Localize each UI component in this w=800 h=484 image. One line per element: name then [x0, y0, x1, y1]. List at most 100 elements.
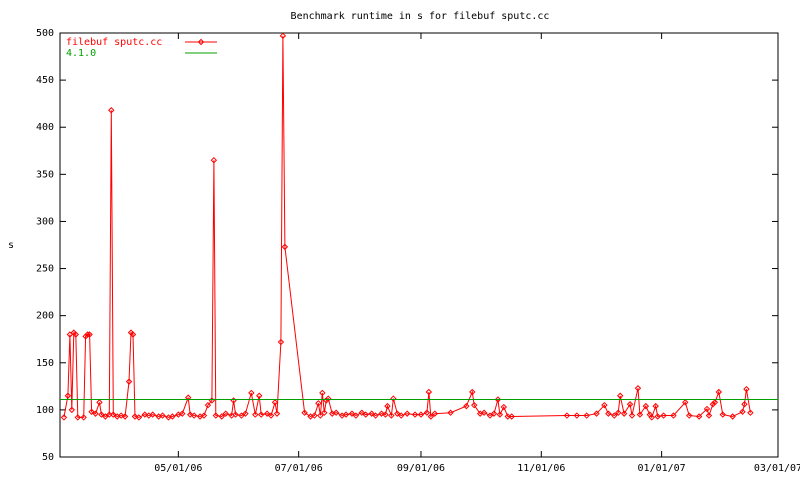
- point-marker: [500, 403, 508, 411]
- point-marker: [486, 412, 494, 419]
- point-marker: [686, 412, 693, 419]
- point-marker: [427, 413, 435, 420]
- point-marker: [620, 410, 628, 417]
- point-marker: [238, 412, 245, 419]
- point-marker: [494, 396, 502, 403]
- point-marker: [135, 414, 143, 421]
- point-marker: [741, 401, 748, 408]
- point-marker: [709, 401, 717, 408]
- point-marker: [362, 411, 369, 418]
- point-marker: [212, 412, 220, 419]
- point-marker: [634, 385, 642, 392]
- y-axis-label: s: [8, 240, 14, 251]
- point-marker: [319, 389, 326, 397]
- point-marker: [695, 413, 703, 420]
- point-marker: [190, 412, 198, 419]
- y-tick-label: 350: [36, 169, 54, 180]
- point-marker: [425, 388, 433, 396]
- point-marker: [204, 401, 212, 409]
- x-tick-label: 07/01/06: [275, 463, 323, 474]
- point-marker: [628, 412, 636, 419]
- point-marker: [648, 414, 655, 421]
- point-marker: [121, 413, 129, 420]
- point-marker: [368, 410, 375, 417]
- point-marker: [471, 401, 478, 409]
- point-marker: [84, 331, 91, 338]
- point-marker: [242, 410, 249, 417]
- point-marker: [86, 331, 93, 338]
- point-marker: [332, 409, 340, 416]
- x-tick-label: 03/01/07: [754, 463, 800, 474]
- point-marker: [642, 402, 650, 410]
- point-marker: [72, 331, 79, 338]
- point-marker: [463, 402, 470, 410]
- point-marker: [98, 411, 105, 418]
- point-marker: [82, 333, 89, 340]
- point-marker: [611, 412, 618, 419]
- point-marker: [129, 331, 137, 338]
- point-marker: [739, 408, 746, 415]
- point-marker: [601, 401, 608, 409]
- point-marker: [68, 406, 76, 414]
- point-marker: [80, 414, 87, 421]
- point-marker: [257, 411, 265, 418]
- point-marker: [325, 395, 332, 402]
- point-marker: [670, 412, 677, 419]
- point-marker: [301, 409, 308, 416]
- point-marker: [96, 399, 103, 406]
- point-marker: [615, 409, 622, 416]
- point-marker: [372, 412, 379, 419]
- point-marker: [729, 413, 736, 420]
- series-line: [63, 35, 751, 419]
- y-tick-label: 400: [36, 122, 54, 133]
- point-marker: [352, 412, 360, 419]
- point-marker: [703, 405, 711, 413]
- x-tick-label: 09/01/06: [397, 463, 445, 474]
- point-marker: [652, 402, 659, 410]
- point-marker: [256, 392, 263, 399]
- point-marker: [131, 413, 139, 420]
- point-marker: [185, 394, 192, 401]
- point-marker: [315, 400, 322, 407]
- point-marker: [222, 410, 229, 417]
- point-marker: [636, 411, 644, 418]
- point-marker: [593, 410, 600, 417]
- x-tick-label: 01/01/07: [638, 463, 686, 474]
- point-marker: [583, 412, 590, 419]
- legend-label: 4.1.0: [66, 48, 96, 59]
- point-marker: [60, 414, 68, 421]
- point-marker: [403, 410, 411, 417]
- y-tick-label: 100: [36, 405, 54, 416]
- point-marker: [263, 410, 271, 417]
- point-marker: [200, 412, 208, 419]
- point-marker: [423, 409, 431, 416]
- point-marker: [281, 243, 289, 251]
- point-marker: [271, 399, 279, 406]
- point-marker: [394, 410, 401, 417]
- point-marker: [411, 411, 419, 418]
- legend-label: filebuf sputc.cc: [66, 37, 162, 48]
- point-marker: [626, 401, 634, 408]
- point-marker: [384, 402, 391, 410]
- point-marker: [311, 412, 318, 419]
- point-marker: [169, 413, 176, 420]
- y-tick-label: 250: [36, 264, 54, 275]
- point-marker: [358, 409, 366, 416]
- x-tick-label: 11/01/06: [517, 463, 565, 474]
- point-marker: [705, 412, 713, 419]
- point-marker: [149, 411, 156, 418]
- y-tick-label: 200: [36, 311, 54, 322]
- y-tick-label: 300: [36, 216, 54, 227]
- point-marker: [159, 412, 166, 419]
- point-marker: [186, 411, 194, 418]
- point-marker: [279, 32, 287, 40]
- point-marker: [108, 107, 115, 114]
- legend-marker: [197, 38, 205, 46]
- point-marker: [490, 410, 498, 417]
- point-marker: [125, 378, 133, 385]
- point-marker: [480, 409, 488, 416]
- point-marker: [398, 412, 405, 419]
- chart-title: Benchmark runtime in s for filebuf sputc…: [291, 11, 550, 22]
- point-marker: [378, 410, 385, 417]
